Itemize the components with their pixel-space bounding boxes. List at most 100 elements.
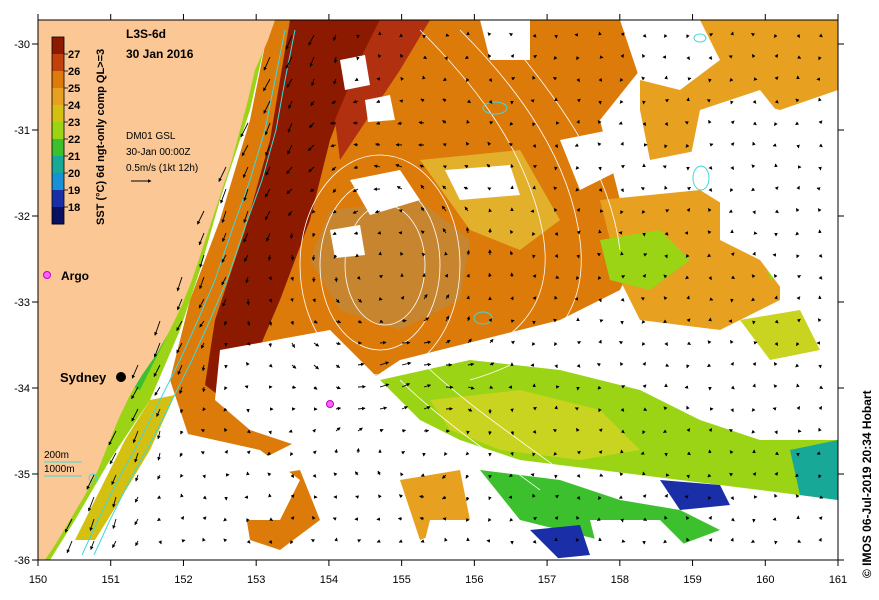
current-vector-arrow	[335, 406, 342, 411]
current-vector-arrow	[752, 121, 757, 126]
current-vector-arrow	[265, 188, 271, 198]
current-vector-arrow	[508, 143, 513, 147]
current-vector-arrow	[401, 429, 407, 433]
current-vector-arrow	[311, 209, 316, 214]
current-vector-arrow	[240, 122, 249, 138]
current-vector-arrow	[243, 232, 249, 243]
current-vector-arrow	[708, 538, 713, 543]
current-vector-arrow	[532, 33, 537, 38]
model-time: 30-Jan 00:00Z	[126, 147, 191, 158]
current-vector-arrow	[287, 122, 293, 133]
current-vector-arrow	[354, 471, 359, 476]
current-vector-arrow	[266, 232, 271, 242]
current-vector-arrow	[819, 495, 824, 499]
vector-scale-label: 0.5m/s (1kt 12h)	[126, 163, 198, 174]
current-vector-arrow	[510, 163, 514, 168]
current-vector-arrow	[729, 472, 734, 477]
sydney-label: Sydney	[60, 370, 107, 385]
current-vector-arrow	[752, 251, 756, 256]
current-vector-arrow	[353, 165, 359, 170]
current-vector-arrow	[198, 232, 205, 246]
y-tick-label: -30	[14, 39, 30, 51]
current-vector-arrow	[378, 251, 382, 256]
current-vector-arrow	[708, 276, 712, 281]
current-vector-arrow	[797, 55, 802, 59]
x-axis: 150 151 152 153 154 155 156 157 158 159 160 161	[29, 14, 847, 586]
current-vector-arrow	[532, 75, 536, 80]
current-vector-arrow	[353, 143, 359, 147]
current-vector-arrow	[66, 540, 73, 554]
current-vector-arrow	[818, 364, 822, 369]
current-vector-arrow	[510, 250, 514, 256]
current-vector-arrow	[618, 121, 623, 125]
current-vector-arrow	[202, 386, 206, 393]
current-vector-arrow	[312, 473, 317, 478]
current-vector-arrow	[532, 296, 537, 301]
current-vector-arrow	[379, 383, 390, 388]
current-vector-arrow	[200, 451, 205, 455]
current-vector-arrow	[268, 493, 272, 498]
x-tick-label: 154	[320, 574, 338, 586]
current-vector-arrow	[554, 516, 559, 521]
current-vector-arrow	[332, 188, 337, 193]
current-vector-arrow	[531, 341, 536, 346]
current-vector-arrow	[398, 231, 403, 235]
current-vector-arrow	[596, 363, 601, 367]
current-vector-arrow	[112, 496, 117, 508]
current-vector-arrow	[510, 430, 514, 436]
current-vector-arrow	[552, 429, 557, 433]
current-vector-arrow	[818, 56, 822, 61]
current-vector-arrow	[287, 144, 293, 155]
current-vector-arrow	[332, 209, 337, 214]
current-vector-arrow	[290, 540, 294, 545]
current-vector-arrow	[553, 76, 557, 81]
current-vector-arrow	[335, 319, 342, 324]
current-vector-arrow	[286, 78, 293, 89]
current-vector-arrow	[244, 385, 249, 389]
current-vector-arrow	[642, 361, 646, 366]
current-vector-arrow	[445, 339, 451, 344]
current-vector-arrow	[730, 408, 734, 413]
current-vector-arrow	[420, 473, 425, 477]
current-vector-arrow	[290, 276, 294, 281]
current-vector-arrow	[467, 362, 475, 367]
current-vector-arrow	[707, 495, 712, 500]
current-vector-arrow	[89, 518, 95, 532]
colorbar-swatch	[52, 105, 64, 123]
current-vector-arrow	[246, 361, 250, 366]
current-vector-arrow	[554, 34, 558, 39]
x-tick-label: 159	[683, 574, 701, 586]
current-vector-arrow	[620, 251, 624, 256]
current-vector-arrow	[818, 229, 822, 234]
current-vector-arrow	[774, 209, 779, 214]
current-vector-arrow	[598, 298, 602, 303]
current-vector-arrow	[401, 361, 412, 366]
current-vector-arrow	[509, 517, 514, 522]
current-vector-arrow	[444, 537, 448, 542]
current-vector-arrow	[420, 539, 425, 543]
current-vector-arrow	[379, 406, 388, 410]
current-vector-arrow	[554, 166, 558, 171]
current-vector-arrow	[223, 320, 228, 326]
current-vector-arrow	[312, 515, 316, 520]
current-vector-arrow	[774, 471, 778, 476]
current-vector-arrow	[818, 516, 823, 521]
current-vector-arrow	[286, 188, 293, 194]
current-vector-arrow	[620, 210, 624, 215]
current-vector-arrow	[620, 407, 625, 412]
current-vector-arrow	[752, 518, 756, 523]
current-vector-arrow	[686, 208, 691, 212]
current-vector-arrow	[467, 99, 471, 104]
current-vector-arrow	[553, 451, 558, 456]
current-vector-arrow	[442, 98, 447, 103]
current-vector-arrow	[818, 253, 823, 258]
current-vector-arrow	[576, 119, 580, 124]
x-tick-label: 155	[392, 574, 410, 586]
current-vector-arrow	[423, 340, 432, 345]
current-vector-arrow	[396, 186, 403, 190]
current-vector-arrow	[269, 517, 274, 521]
current-vector-arrow	[619, 340, 623, 345]
current-vector-arrow	[441, 205, 447, 212]
current-vector-arrow	[533, 55, 538, 59]
current-vector-arrow	[134, 518, 139, 526]
